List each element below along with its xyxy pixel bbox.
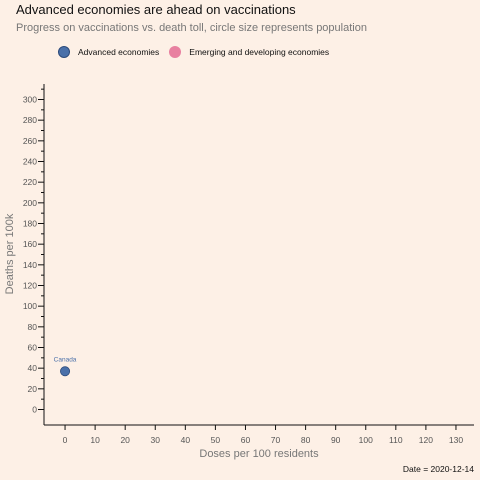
y-tick-label: 80: [28, 322, 38, 332]
marks: Canada: [54, 356, 77, 377]
x-tick-label: 80: [301, 435, 311, 445]
y-tick-label: 100: [23, 301, 37, 311]
y-tick-label: 180: [23, 219, 37, 229]
y-tick-label: 0: [32, 405, 37, 415]
x-tick-label: 60: [241, 435, 251, 445]
x-tick-label: 100: [359, 435, 373, 445]
x-tick-label: 90: [331, 435, 341, 445]
x-tick-label: 30: [151, 435, 161, 445]
x-tick-label: 0: [63, 435, 68, 445]
data-point-label: Canada: [54, 356, 77, 363]
legend-item-advanced: Advanced economies: [58, 46, 159, 58]
y-tick-label: 280: [23, 115, 37, 125]
x-tick-label: 120: [419, 435, 433, 445]
x-tick-label: 40: [181, 435, 191, 445]
chart-subtitle: Progress on vaccinations vs. death toll,…: [16, 22, 367, 34]
y-tick-label: 260: [23, 136, 37, 146]
x-tick-label: 110: [389, 435, 403, 445]
y-axis-label: Deaths per 100k: [4, 213, 16, 294]
y-tick-label: 40: [28, 363, 38, 373]
y-tick-label: 140: [23, 260, 37, 270]
x-tick-label: 50: [211, 435, 221, 445]
y-tick-label: 200: [23, 198, 37, 208]
x-tick-label: 10: [90, 435, 100, 445]
y-tick-label: 220: [23, 177, 37, 187]
x-axis-label: Doses per 100 residents: [199, 448, 319, 460]
y-tick-label: 300: [23, 95, 37, 105]
y-tick-label: 160: [23, 239, 37, 249]
legend-swatch-advanced: [58, 46, 70, 58]
legend: Advanced economies Emerging and developi…: [58, 46, 339, 58]
date-annotation: Date = 2020-12-14: [402, 464, 474, 474]
y-tick-label: 60: [28, 343, 38, 353]
x-tick-label: 130: [449, 435, 463, 445]
chart-title: Advanced economies are ahead on vaccinat…: [16, 2, 296, 17]
legend-swatch-emerging: [169, 46, 182, 58]
legend-label-advanced: Advanced economies: [78, 47, 160, 57]
y-tick-label: 120: [23, 281, 37, 291]
x-tick-label: 20: [120, 435, 130, 445]
axes: 0204060801001201401601802002202402602803…: [23, 84, 474, 445]
data-point: [60, 366, 71, 377]
x-tick-label: 70: [271, 435, 281, 445]
legend-item-emerging: Emerging and developing economies: [169, 46, 329, 58]
legend-label-emerging: Emerging and developing economies: [189, 47, 330, 57]
y-tick-label: 240: [23, 157, 37, 167]
y-tick-label: 20: [28, 384, 38, 394]
